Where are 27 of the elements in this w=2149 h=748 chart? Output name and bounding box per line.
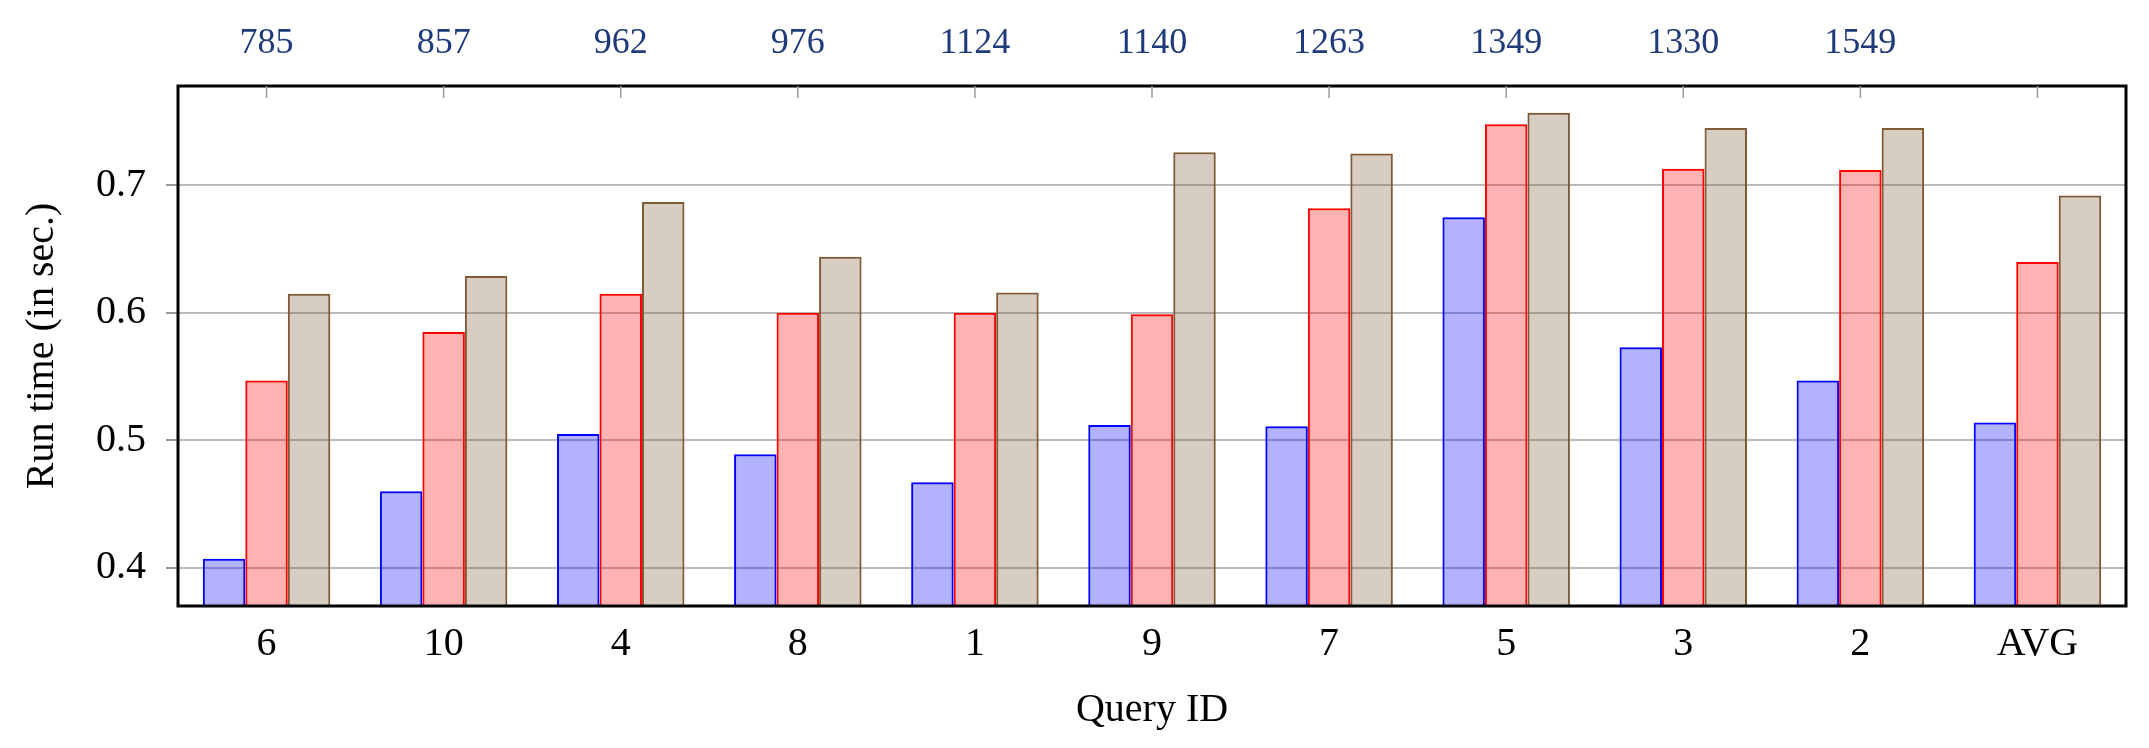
y-tick-label: 0.6 <box>96 287 146 333</box>
annotation: 1263 <box>1293 21 1366 62</box>
x-tick-label: 9 <box>1142 618 1162 664</box>
x-tick-label: 4 <box>610 618 631 664</box>
y-tick-label: 0.7 <box>96 159 146 205</box>
annotation: 857 <box>416 21 471 62</box>
x-tick-label: 10 <box>423 618 464 664</box>
x-tick-label: AVG <box>1996 618 2079 664</box>
annotation: 1140 <box>1116 21 1188 62</box>
annotation: 962 <box>593 21 648 62</box>
annotation: 785 <box>239 21 294 62</box>
y-tick-label: 0.4 <box>96 542 146 588</box>
x-tick-label: 2 <box>1850 618 1871 664</box>
y-tick-label: 0.5 <box>96 414 146 460</box>
y-axis-title: Run time (in sec.) <box>16 202 62 490</box>
annotation: 976 <box>770 21 825 62</box>
annotation: 1330 <box>1647 21 1720 62</box>
x-tick-label: 3 <box>1673 618 1694 664</box>
x-axis-title: Query ID <box>1075 684 1229 730</box>
x-tick-label: 8 <box>787 618 808 664</box>
x-tick-label: 5 <box>1496 618 1517 664</box>
x-tick-label: 6 <box>256 618 277 664</box>
x-tick-label: 1 <box>964 618 985 664</box>
x-tick-label: 7 <box>1319 618 1340 664</box>
annotation: 1124 <box>939 21 1011 62</box>
annotation: 1349 <box>1470 21 1543 62</box>
annotation: 1549 <box>1824 21 1897 62</box>
